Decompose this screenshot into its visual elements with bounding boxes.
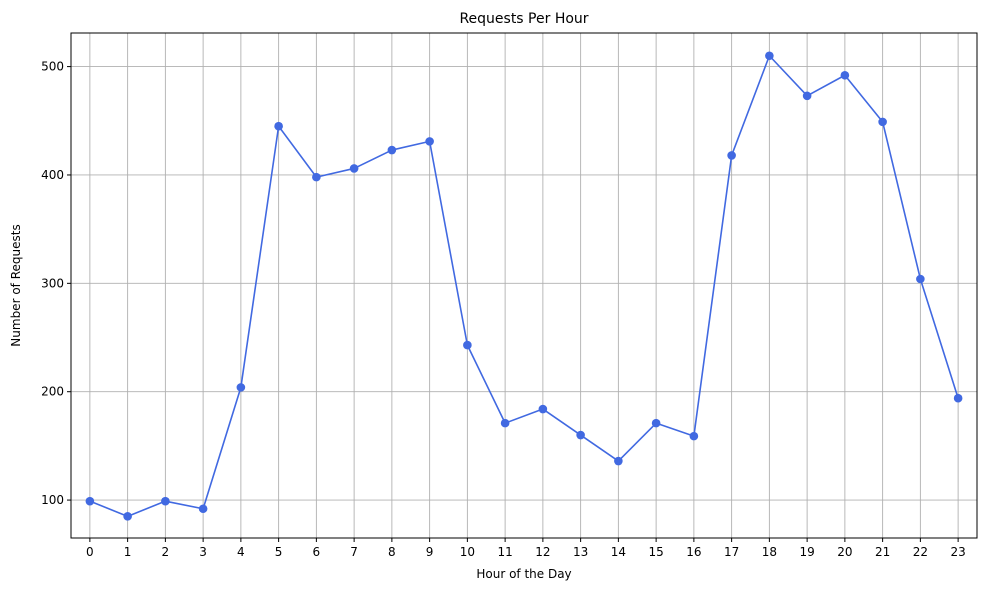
data-point [425,137,434,146]
x-tick-label: 9 [426,545,434,559]
x-tick-label: 16 [686,545,701,559]
data-point [689,431,699,441]
series-layer [85,51,963,521]
x-tick-label: 1 [124,545,132,559]
x-tick-label: 20 [837,545,852,559]
x-tick-label: 2 [162,545,170,559]
x-tick-label: 19 [799,545,814,559]
x-tick-label: 6 [313,545,321,559]
data-point [765,51,774,61]
y-tick-label: 100 [41,493,64,507]
x-tick-label: 17 [724,545,739,559]
data-point [953,393,963,403]
x-tick-label: 3 [199,545,207,559]
data-point [198,504,208,514]
data-point [312,172,321,182]
data-point [840,70,850,80]
x-tick-label: 5 [275,545,283,559]
x-tick-label: 8 [388,545,396,559]
grid-lines [71,33,977,538]
x-tick-label: 11 [497,545,512,559]
data-point [878,117,887,127]
data-point [500,418,510,428]
data-point [538,404,548,414]
data-point [123,512,132,521]
data-point [614,456,623,466]
chart-title: Requests Per Hour [459,11,588,27]
y-axis-label: Number of Requests [9,224,23,346]
data-point [463,340,472,350]
data-point [802,91,812,101]
x-axis-label: Hour of the Day [476,567,571,581]
data-point [916,274,925,284]
data-point [349,164,359,173]
y-tick-label: 500 [41,60,64,74]
x-tick-label: 14 [611,545,626,559]
x-tick-label: 0 [86,545,94,559]
y-tick-label: 200 [41,385,64,399]
x-tick-label: 4 [237,545,245,559]
x-tick-label: 18 [762,545,777,559]
data-point [274,121,283,131]
data-point [727,151,736,160]
tick-layer: 0 1 2 3 4 5 6 7 8 9 10 11 12 13 14 15 16 17 18 19 20 21 22 2310… [41,60,966,559]
x-tick-label: 13 [573,545,588,559]
x-tick-label: 22 [913,545,928,559]
x-tick-label: 21 [875,545,890,559]
x-tick-label: 15 [648,545,663,559]
y-tick-label: 300 [41,276,64,290]
x-tick-label: 12 [535,545,550,559]
x-tick-label: 23 [950,545,965,559]
data-point [576,430,585,440]
data-point [651,418,661,428]
y-tick-label: 400 [41,168,64,182]
x-tick-label: 10 [460,545,475,559]
data-point [85,496,95,506]
data-point [387,145,397,155]
plot-frame [70,32,978,539]
data-point [236,383,246,392]
data-point [161,496,170,506]
series-line [89,54,959,518]
x-tick-label: 7 [350,545,358,559]
